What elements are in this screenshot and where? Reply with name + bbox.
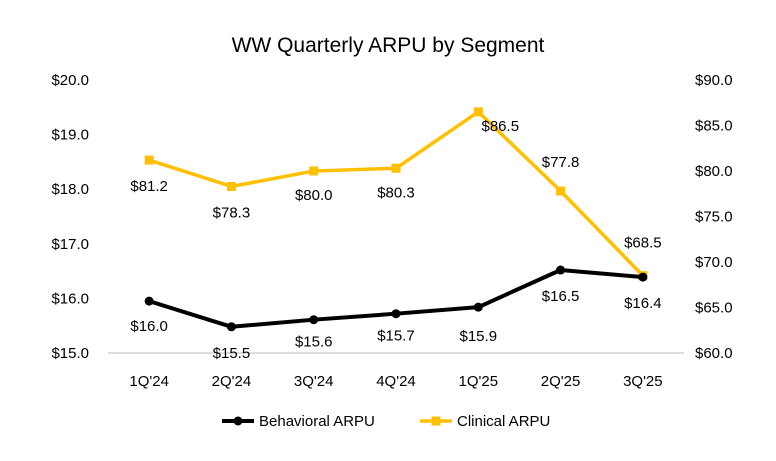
behavioral-arpu-legend-marker	[233, 416, 243, 426]
behavioral-arpu-point	[226, 322, 236, 332]
behavioral-arpu-data-label: $15.6	[295, 334, 333, 351]
x-tick-label: 1Q'25	[459, 373, 499, 390]
series-layer: $16.0 $15.5 $15.6 $15.7 $15.9 $16.5 $16.4 $81.2…	[130, 107, 662, 362]
clinical-arpu-point	[556, 186, 566, 196]
right-tick-label: $85.0	[695, 118, 733, 135]
clinical-arpu-point	[144, 155, 154, 165]
behavioral-arpu-point	[391, 309, 401, 319]
behavioral-arpu-data-label: $16.5	[542, 288, 580, 305]
behavioral-arpu-series	[144, 265, 648, 332]
left-tick-label: $15.0	[51, 345, 89, 362]
clinical-arpu-data-label: $81.2	[130, 178, 168, 195]
x-tick-label: 4Q'24	[376, 373, 416, 390]
behavioral-arpu-point	[556, 265, 566, 275]
clinical-arpu-data-label: $86.5	[482, 118, 520, 135]
right-tick-label: $65.0	[695, 300, 733, 317]
clinical-arpu-point	[226, 181, 236, 191]
x-tick-label: 2Q'25	[541, 373, 581, 390]
behavioral-arpu-point	[473, 302, 483, 312]
behavioral-arpu-point	[309, 315, 319, 325]
x-tick-label: 3Q'24	[294, 373, 334, 390]
clinical-arpu-legend-label: Clinical ARPU	[457, 413, 550, 430]
clinical-arpu-data-label: $80.0	[295, 187, 333, 204]
right-tick-label: $70.0	[695, 254, 733, 271]
clinical-arpu-point	[391, 163, 401, 173]
behavioral-arpu-point	[638, 272, 648, 282]
clinical-arpu-data-label: $77.8	[542, 154, 580, 171]
clinical-arpu-point	[473, 107, 483, 117]
clinical-arpu-data-label: $68.5	[624, 235, 662, 252]
left-tick-label: $17.0	[51, 236, 89, 253]
x-tick-label: 3Q'25	[623, 373, 663, 390]
left-axis-ticks: $15.0 $16.0 $17.0 $18.0 $19.0 $20.0	[51, 72, 89, 362]
left-tick-label: $20.0	[51, 72, 89, 89]
behavioral-arpu-data-label: $15.7	[377, 328, 415, 345]
clinical-arpu-data-label: $78.3	[213, 204, 251, 221]
left-tick-label: $19.0	[51, 127, 89, 144]
behavioral-arpu-data-label: $15.5	[213, 345, 251, 362]
behavioral-arpu-data-label: $16.0	[130, 318, 168, 335]
x-axis-ticks: 1Q'24 2Q'24 3Q'24 4Q'24 1Q'25 2Q'25 3Q'25	[129, 373, 662, 390]
right-tick-label: $80.0	[695, 163, 733, 180]
behavioral-arpu-point	[144, 296, 154, 306]
right-tick-label: $75.0	[695, 209, 733, 226]
right-tick-label: $90.0	[695, 72, 733, 89]
behavioral-arpu-data-label: $15.9	[460, 328, 498, 345]
clinical-arpu-point	[309, 166, 319, 176]
clinical-arpu-legend-marker	[431, 416, 441, 426]
clinical-arpu-data-label: $80.3	[377, 184, 415, 201]
x-tick-label: 2Q'24	[212, 373, 252, 390]
left-tick-label: $16.0	[51, 290, 89, 307]
x-tick-label: 1Q'24	[129, 373, 169, 390]
left-tick-label: $18.0	[51, 181, 89, 198]
right-tick-label: $60.0	[695, 345, 733, 362]
behavioral-arpu-data-label: $16.4	[624, 295, 662, 312]
chart-title: WW Quarterly ARPU by Segment	[232, 34, 545, 57]
right-axis-ticks: $60.0 $65.0 $70.0 $75.0 $80.0 $85.0 $90.0	[695, 72, 733, 362]
behavioral-arpu-legend-label: Behavioral ARPU	[259, 413, 375, 430]
legend: Behavioral ARPU Clinical ARPU	[222, 413, 550, 430]
